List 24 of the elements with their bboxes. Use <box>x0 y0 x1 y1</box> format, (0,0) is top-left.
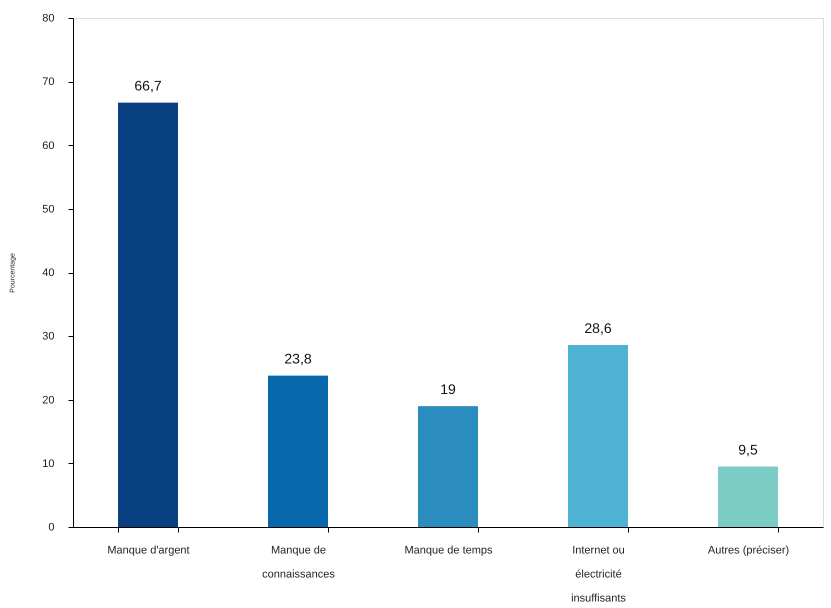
bar <box>718 466 778 527</box>
y-tick-label: 80 <box>42 12 54 24</box>
y-tick-label: 20 <box>42 394 54 406</box>
y-tick-label: 50 <box>42 203 54 216</box>
y-tick-label: 40 <box>42 267 54 279</box>
y-tick-label: 30 <box>42 330 54 343</box>
y-tick-label: 0 <box>48 522 54 534</box>
data-label: 66,7 <box>134 78 162 94</box>
bar <box>418 406 478 527</box>
x-tick-label: Manque d'argent <box>107 544 190 556</box>
data-label: 9,5 <box>738 442 758 458</box>
y-tick-label: 10 <box>42 458 54 470</box>
y-tick-label: 60 <box>42 140 54 152</box>
data-label: 23,8 <box>284 350 312 367</box>
x-tick-label: Manque de temps <box>404 544 494 556</box>
bar <box>568 345 628 527</box>
data-label: 28,6 <box>584 320 612 336</box>
x-tick-label: Internet ou électricité insuffisants <box>571 544 626 604</box>
x-tick-label: Autres (préciser) <box>708 544 790 556</box>
data-label: 19 <box>440 381 456 398</box>
x-tick-label: Manque de connaissances <box>262 544 336 580</box>
y-tick-label: 70 <box>42 76 54 88</box>
bar <box>268 376 328 527</box>
bar <box>118 102 178 527</box>
